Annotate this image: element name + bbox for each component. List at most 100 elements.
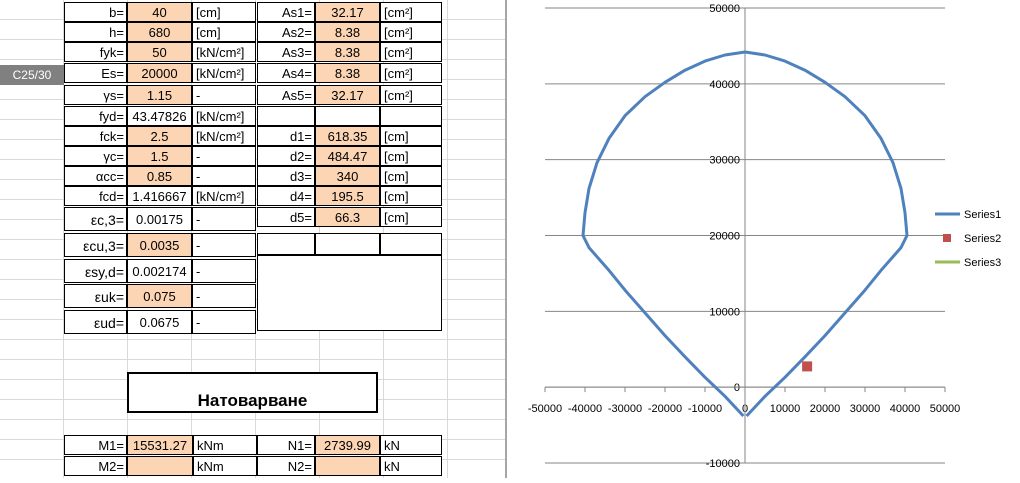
param-label: αcc= <box>64 166 127 186</box>
reinforcement-value[interactable]: 195.5 <box>315 186 380 206</box>
x-tick-label: 10000 <box>770 403 801 415</box>
param-value[interactable]: 0.002174 <box>127 259 192 283</box>
moment-label: M2= <box>64 456 127 476</box>
reinforcement-value[interactable]: 32.17 <box>315 2 380 22</box>
y-tick-label: 30000 <box>709 155 740 167</box>
param-value[interactable]: 1.5 <box>127 146 192 166</box>
spreadsheet: C25/30 b= 40 [cm] h= 680 [cm] fyk= 50 [kN/cm²] Es… <box>0 0 505 478</box>
reinforcement-unit: [cm²] <box>380 2 442 22</box>
axial-force-value[interactable]: 2739.99 <box>315 435 380 455</box>
empty-cell[interactable] <box>315 106 380 126</box>
param-value[interactable]: 2.5 <box>127 126 192 146</box>
moment-value[interactable]: 15531.27 <box>127 435 193 455</box>
empty-cell[interactable] <box>257 106 315 126</box>
param-unit: [kN/cm²] <box>192 106 256 126</box>
param-value[interactable]: 50 <box>127 42 192 62</box>
axial-force-label: N1= <box>257 435 315 455</box>
series2-point <box>802 361 813 372</box>
empty-cell[interactable] <box>257 233 315 255</box>
x-tick-label: -20000 <box>648 403 682 415</box>
reinforcement-label: As3= <box>257 42 315 62</box>
reinforcement-label: d3= <box>257 166 315 186</box>
reinforcement-unit: [cm] <box>380 207 442 227</box>
param-label: h= <box>64 22 127 42</box>
param-value[interactable]: 40 <box>127 2 192 22</box>
param-label: εcu,3= <box>64 233 127 257</box>
reinforcement-unit: [cm²] <box>380 42 442 62</box>
y-tick-label: 20000 <box>709 231 740 243</box>
legend-marker-series2 <box>943 234 951 242</box>
reinforcement-value[interactable]: 618.35 <box>315 126 380 146</box>
reinforcement-unit: [cm] <box>380 186 442 206</box>
param-label: fcd= <box>64 186 127 206</box>
reinforcement-unit: [cm] <box>380 146 442 166</box>
y-tick-label: 10000 <box>709 306 740 318</box>
reinforcement-label: As5= <box>257 85 315 105</box>
param-label: εsy,d= <box>64 259 127 283</box>
axial-force-unit: kN <box>380 435 442 455</box>
loading-title: Натоварване <box>127 372 378 413</box>
x-tick-label: -50000 <box>528 403 562 415</box>
chart-svg: 50000 40000 30000 20000 10000 0 -10000 -50000 -4… <box>528 3 1001 470</box>
reinforcement-label: d5= <box>257 207 315 227</box>
param-unit: - <box>192 166 256 186</box>
param-value[interactable]: 43.47826 <box>127 106 192 126</box>
reinforcement-label: As4= <box>257 63 315 83</box>
reinforcement-value[interactable]: 8.38 <box>315 63 380 83</box>
reinforcement-unit: [cm²] <box>380 22 442 42</box>
param-label: γs= <box>64 85 127 105</box>
param-unit: [kN/cm²] <box>192 63 256 83</box>
concrete-grade-cell[interactable]: C25/30 <box>0 65 64 85</box>
param-unit: - <box>192 207 256 231</box>
param-value[interactable]: 1.416667 <box>127 186 192 206</box>
empty-merged-cell[interactable] <box>257 255 442 331</box>
param-value[interactable]: 1.15 <box>127 85 192 105</box>
moment-label: M1= <box>64 435 127 455</box>
param-label: b= <box>64 2 127 22</box>
param-label: εuk= <box>64 284 127 308</box>
moment-unit: kNm <box>193 456 257 476</box>
reinforcement-label: As2= <box>257 22 315 42</box>
param-unit: - <box>192 284 256 308</box>
x-tick-label: 30000 <box>850 403 881 415</box>
param-value[interactable]: 0.00175 <box>127 207 192 231</box>
reinforcement-label: d1= <box>257 126 315 146</box>
empty-cell[interactable] <box>315 233 380 255</box>
axial-force-value[interactable] <box>315 456 380 476</box>
reinforcement-unit: [cm] <box>380 126 442 146</box>
reinforcement-value[interactable]: 8.38 <box>315 22 380 42</box>
param-value[interactable]: 0.0675 <box>127 310 192 334</box>
reinforcement-unit: [cm²] <box>380 85 442 105</box>
param-value[interactable]: 680 <box>127 22 192 42</box>
legend-label: Series3 <box>964 257 1001 269</box>
legend-label: Series1 <box>964 209 1001 221</box>
reinforcement-value[interactable]: 32.17 <box>315 85 380 105</box>
moment-value[interactable] <box>127 456 193 476</box>
y-tick-label: 50000 <box>709 3 740 15</box>
reinforcement-value[interactable]: 340 <box>315 166 380 186</box>
pane-divider <box>505 0 507 478</box>
y-tick-label: -10000 <box>706 458 740 470</box>
x-tick-label: -40000 <box>568 403 602 415</box>
param-unit: - <box>192 146 256 166</box>
param-unit: - <box>192 259 256 283</box>
param-unit: - <box>192 233 256 257</box>
x-tick-label: -30000 <box>608 403 642 415</box>
empty-cell[interactable] <box>380 106 442 126</box>
axial-force-label: N2= <box>257 456 315 476</box>
param-unit: [cm] <box>192 2 256 22</box>
reinforcement-label: As1= <box>257 2 315 22</box>
reinforcement-value[interactable]: 8.38 <box>315 42 380 62</box>
reinforcement-value[interactable]: 66.3 <box>315 207 380 227</box>
x-tick-label: 50000 <box>930 403 961 415</box>
param-unit: [kN/cm²] <box>192 126 256 146</box>
param-value[interactable]: 20000 <box>127 63 192 83</box>
param-value[interactable]: 0.0035 <box>127 233 192 257</box>
param-value[interactable]: 0.85 <box>127 166 192 186</box>
param-label: γc= <box>64 146 127 166</box>
empty-cell[interactable] <box>380 233 442 255</box>
reinforcement-value[interactable]: 484.47 <box>315 146 380 166</box>
param-value[interactable]: 0.075 <box>127 284 192 308</box>
param-label: εc,3= <box>64 207 127 231</box>
interaction-diagram-chart[interactable]: 50000 40000 30000 20000 10000 0 -10000 -50000 -4… <box>507 0 1020 478</box>
